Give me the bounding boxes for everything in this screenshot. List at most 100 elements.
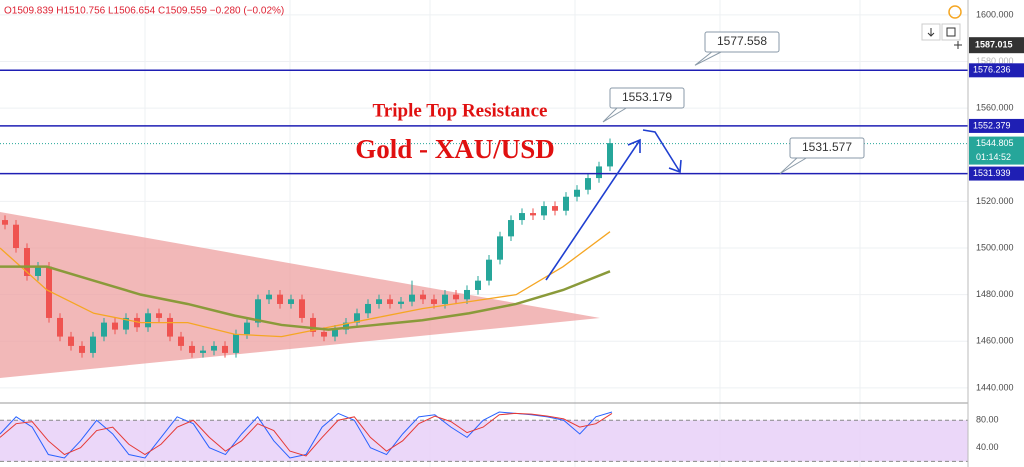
candle-body xyxy=(134,317,140,328)
countdown: 01:14:52 xyxy=(976,152,1011,162)
y-tick-label: 1580.000 xyxy=(976,56,1014,66)
candle-body xyxy=(178,336,184,346)
y-tick-label: 1520.000 xyxy=(976,196,1014,206)
candle-body xyxy=(167,317,173,337)
candle-body xyxy=(200,350,206,353)
alert-icon[interactable] xyxy=(948,5,962,19)
candle-body xyxy=(497,236,503,260)
callout-box xyxy=(704,31,780,53)
y-tick-label: 1480.000 xyxy=(976,289,1014,299)
callout-text: 1577.558 xyxy=(717,34,767,48)
candle-body xyxy=(541,206,547,216)
candle-body xyxy=(35,266,41,276)
moving-average xyxy=(0,265,611,331)
candle-body xyxy=(343,322,349,330)
icon xyxy=(946,27,956,37)
candle-body xyxy=(266,294,272,300)
ohlc-header: O1509.839 H1510.756 L1506.654 C1509.559 … xyxy=(4,6,284,17)
candle-body xyxy=(112,322,118,330)
last-price: 1544.805 xyxy=(976,138,1014,148)
button-settings[interactable] xyxy=(941,23,961,41)
candle-body xyxy=(332,329,338,337)
oscillator-line xyxy=(0,412,613,457)
candle-body xyxy=(398,301,404,304)
candle-body xyxy=(145,313,151,328)
candle-body xyxy=(68,336,74,346)
candle-body xyxy=(46,266,52,318)
icon xyxy=(927,28,935,37)
candle-body xyxy=(552,206,558,211)
candle-body xyxy=(607,143,613,167)
arrow-up xyxy=(545,139,641,281)
candle-body xyxy=(376,299,382,304)
candle-body xyxy=(222,345,228,353)
candle-body xyxy=(90,336,96,353)
callout-text: 1531.577 xyxy=(802,140,852,154)
level-label-bg xyxy=(969,63,1024,78)
candle-body xyxy=(585,178,591,190)
candle-body xyxy=(574,189,580,197)
candle-body xyxy=(519,213,525,221)
y-tick-label: 1600.000 xyxy=(976,9,1014,19)
price-axis xyxy=(968,0,1024,467)
level-label-bg xyxy=(969,166,1024,181)
crosshair-price-bg xyxy=(969,37,1024,54)
candle-body xyxy=(13,224,19,249)
arrows xyxy=(545,129,682,281)
candle-body xyxy=(563,196,569,211)
y-tick-label: 1440.000 xyxy=(976,382,1014,392)
chart-title: Gold - XAU/USD xyxy=(355,134,555,164)
candle-body xyxy=(288,299,294,304)
candle-body xyxy=(189,345,195,353)
candle-body xyxy=(508,220,514,237)
y-tick-label: 1560.000 xyxy=(976,103,1014,113)
arrow-head xyxy=(668,159,682,174)
candle-body xyxy=(255,299,261,323)
candle-body xyxy=(310,317,316,332)
callout-pointer xyxy=(602,106,629,123)
candle-body xyxy=(321,331,327,337)
candle-body xyxy=(277,294,283,304)
plot xyxy=(0,69,972,462)
triangle-pattern xyxy=(0,212,600,378)
callout-pointer xyxy=(779,156,809,174)
y-tick-label: 1460.000 xyxy=(976,336,1014,346)
crosshair-price: 1587.015 xyxy=(975,40,1013,50)
candle-body xyxy=(464,289,470,300)
candle-body xyxy=(387,299,393,304)
level-label-bg xyxy=(969,118,1024,133)
candle-body xyxy=(101,322,107,337)
candle-body xyxy=(409,294,415,302)
candle-body xyxy=(596,166,602,179)
candle-body xyxy=(24,248,30,276)
level-label: 1552.379 xyxy=(973,120,1011,130)
moving-average xyxy=(0,231,611,338)
candle-body xyxy=(365,303,371,314)
candle-body xyxy=(420,294,426,300)
annotation: Triple Top Resistance xyxy=(373,100,548,121)
candle-body xyxy=(244,322,250,335)
callout-pointer xyxy=(694,50,724,66)
candle-body xyxy=(442,294,448,304)
candle-body xyxy=(123,317,129,330)
candle-body xyxy=(431,299,437,304)
level-label: 1531.939 xyxy=(973,168,1011,178)
candle-body xyxy=(57,317,63,337)
callout-text: 1553.179 xyxy=(622,90,672,104)
y-tick-label: 40.00 xyxy=(976,442,999,452)
candle-body xyxy=(530,213,536,216)
band xyxy=(0,420,968,462)
candle-body xyxy=(299,299,305,318)
overlay: 1440.000 1460.000 1480.000 1500.000 1520.000… xyxy=(602,9,1024,452)
candle-body xyxy=(453,294,459,300)
candle-body xyxy=(486,259,492,281)
arrow-down xyxy=(642,129,681,173)
candle-body xyxy=(156,313,162,318)
y-tick-label: 80.00 xyxy=(976,415,999,425)
arrow-head xyxy=(627,138,641,153)
oscillator-line xyxy=(0,411,613,459)
candle-body xyxy=(79,345,85,353)
candle-body xyxy=(211,345,217,351)
level-label: 1576.236 xyxy=(973,65,1011,75)
